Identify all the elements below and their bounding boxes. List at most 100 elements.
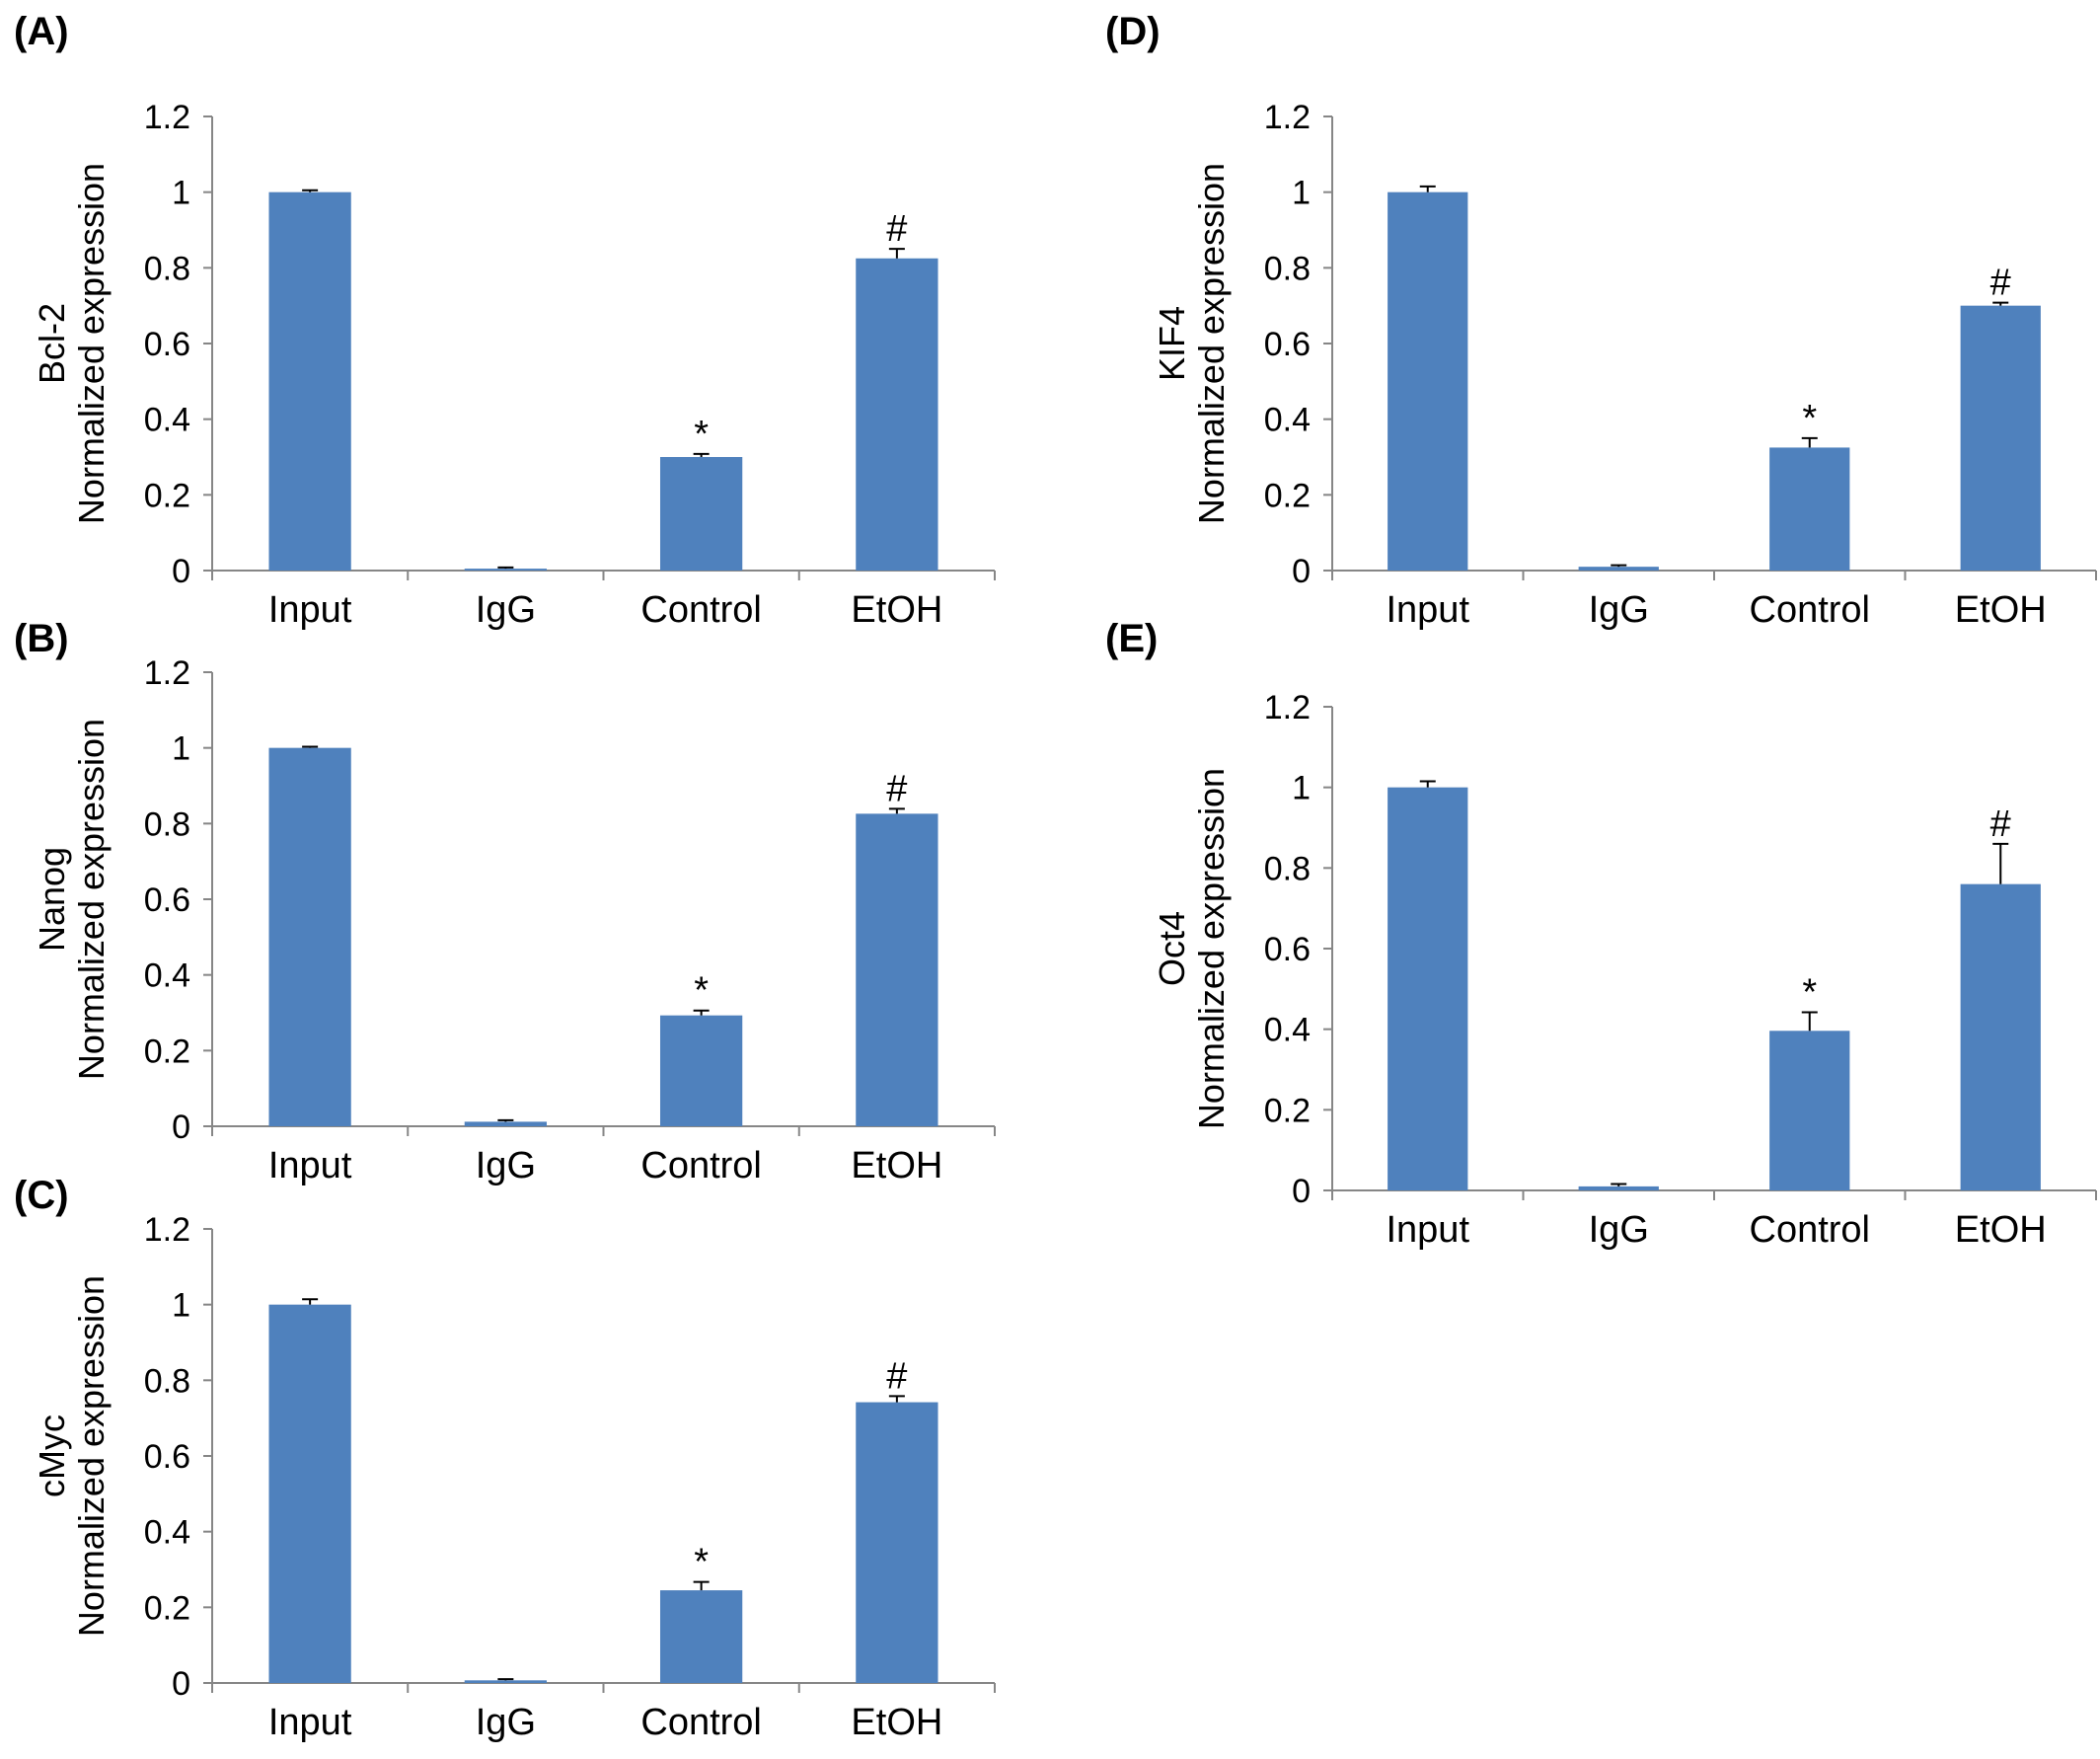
x-tick-label: Input (1386, 1209, 1469, 1251)
y-tick-label: 0.6 (144, 881, 190, 919)
y-axis-title: Normalized expression (1191, 768, 1232, 1129)
bar-etoh (856, 1402, 938, 1683)
bar-etoh (856, 813, 938, 1126)
panel-label: (C) (14, 1174, 69, 1217)
y-tick-label: 1.2 (1264, 689, 1311, 727)
y-tick-label: 0.2 (144, 1589, 190, 1627)
y-tick-label: 0.2 (144, 1032, 190, 1070)
bar-input (268, 747, 351, 1126)
y-tick-label: 1.2 (144, 1211, 190, 1249)
panel-label: (D) (1105, 10, 1161, 53)
x-tick-label: IgG (476, 589, 536, 631)
bar-etoh (856, 258, 938, 571)
x-tick-label: EtOH (851, 589, 942, 631)
y-tick-label: 0.4 (1264, 402, 1311, 439)
y-tick-label: 0.8 (1264, 250, 1311, 287)
chart-panel: (A) 0 0.2 0.4 0.6 0.8 1 1.2 Input IgG * Control # EtO… (14, 10, 996, 631)
y-axis-title-gene: Bcl-2 (32, 303, 72, 384)
y-axis-title: Normalized expression (1191, 163, 1232, 524)
y-tick-label: 0.2 (144, 477, 190, 514)
y-tick-label: 0.6 (144, 326, 190, 363)
y-tick-label: 0.8 (144, 805, 190, 843)
y-tick-label: 1.2 (144, 99, 190, 136)
x-tick-label: IgG (1589, 589, 1649, 631)
y-axis-title: Normalized expression (71, 719, 112, 1080)
chart-panel: (C) 0 0.2 0.4 0.6 0.8 1 1.2 Input IgG * Control # EtO… (14, 1174, 996, 1743)
panel-label: (E) (1105, 617, 1158, 660)
y-tick-label: 0 (1292, 553, 1311, 590)
bar-igg (1578, 567, 1659, 571)
y-tick-label: 1.2 (1264, 99, 1311, 136)
x-tick-label: Control (1750, 589, 1871, 631)
bar-control (659, 1015, 743, 1126)
x-tick-label: Input (1386, 589, 1469, 631)
bar-control (1769, 1031, 1850, 1190)
x-tick-label: Control (1750, 1209, 1871, 1251)
x-tick-label: EtOH (851, 1145, 942, 1186)
y-tick-label: 0 (172, 1665, 190, 1703)
bar-input (1388, 787, 1468, 1190)
y-tick-label: 0.6 (144, 1438, 190, 1476)
panel-label: (B) (14, 617, 69, 660)
bar-etoh (1960, 883, 2041, 1190)
significance-asterisk: * (694, 414, 709, 455)
y-tick-label: 1.2 (144, 654, 190, 692)
y-axis-title-gene: Nanog (32, 847, 72, 952)
y-tick-label: 0.6 (1264, 931, 1311, 968)
x-tick-label: Input (268, 1145, 352, 1186)
y-tick-label: 0.2 (1264, 477, 1311, 514)
bar-input (268, 1304, 351, 1683)
y-tick-label: 0.4 (144, 402, 190, 439)
y-tick-label: 0 (172, 1109, 190, 1146)
bar-control (659, 1590, 743, 1683)
significance-asterisk: * (694, 970, 709, 1012)
bar-input (1388, 191, 1468, 571)
y-tick-label: 0.2 (1264, 1092, 1311, 1129)
x-tick-label: Control (640, 1702, 762, 1743)
bar-igg (464, 1121, 548, 1126)
x-tick-label: EtOH (851, 1702, 942, 1743)
significance-hash: # (886, 1355, 907, 1397)
y-tick-label: 0.4 (1264, 1012, 1311, 1049)
y-axis-title-gene: Oct4 (1152, 911, 1192, 986)
y-tick-label: 1 (172, 730, 190, 768)
panel-label: (A) (14, 10, 69, 53)
bar-igg (464, 1680, 548, 1683)
x-tick-label: IgG (476, 1145, 536, 1186)
chart-panel: (B) 0 0.2 0.4 0.6 0.8 1 1.2 Input IgG * Control # EtO… (14, 617, 996, 1186)
y-axis-title-gene: KIF4 (1152, 306, 1192, 381)
y-tick-label: 1 (172, 1287, 190, 1325)
y-axis-title-gene: cMyc (32, 1415, 72, 1497)
y-axis-title: Normalized expression (71, 1275, 112, 1637)
significance-asterisk: * (1802, 972, 1817, 1014)
y-tick-label: 0 (172, 553, 190, 590)
y-tick-label: 0.6 (1264, 326, 1311, 363)
significance-asterisk: * (694, 1542, 709, 1583)
bar-control (659, 457, 743, 571)
bar-control (1769, 447, 1850, 571)
y-tick-label: 1 (1292, 175, 1311, 212)
x-tick-label: IgG (1589, 1209, 1649, 1251)
y-tick-label: 0.4 (144, 1514, 190, 1552)
y-tick-label: 0.8 (1264, 850, 1311, 887)
x-tick-label: Input (268, 1702, 352, 1743)
y-tick-label: 0.8 (144, 250, 190, 287)
significance-asterisk: * (1802, 398, 1817, 439)
y-tick-label: 1 (1292, 770, 1311, 807)
bar-igg (464, 569, 548, 571)
significance-hash: # (886, 768, 907, 809)
x-tick-label: EtOH (1955, 589, 2047, 631)
bar-input (268, 191, 351, 571)
x-tick-label: IgG (476, 1702, 536, 1743)
x-tick-label: EtOH (1955, 1209, 2047, 1251)
y-tick-label: 0.4 (144, 957, 190, 995)
significance-hash: # (886, 208, 907, 250)
significance-hash: # (1990, 803, 2011, 845)
chart-panel: (D) 0 0.2 0.4 0.6 0.8 1 1.2 Input IgG * Control # EtO… (1105, 10, 2097, 631)
bar-igg (1578, 1185, 1659, 1190)
x-tick-label: Control (640, 589, 762, 631)
bar-etoh (1960, 305, 2041, 571)
y-tick-label: 0.8 (144, 1362, 190, 1400)
y-tick-label: 1 (172, 175, 190, 212)
